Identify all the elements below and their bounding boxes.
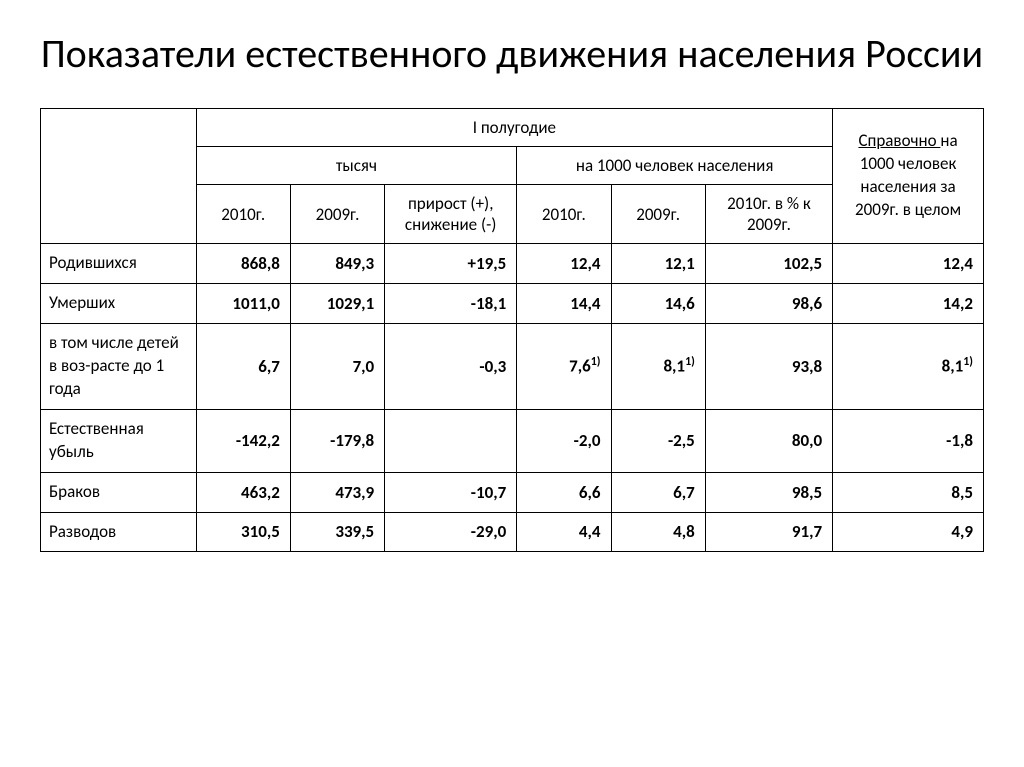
cell: 14,6 (611, 283, 705, 323)
sup: 1) (685, 355, 695, 369)
sup: 1) (963, 355, 973, 369)
cell: 12,4 (833, 244, 984, 284)
table-row: Естественная убыль -142,2 -179,8 -2,0 -2… (41, 409, 984, 472)
cell: -142,2 (196, 409, 290, 472)
cell: -10,7 (385, 472, 517, 512)
cell-infant-ref: 8,11) (833, 323, 984, 409)
cell-infant-p2009: 8,11) (611, 323, 705, 409)
cell: 6,6 (517, 472, 611, 512)
cell: 14,2 (833, 283, 984, 323)
cell: 339,5 (290, 512, 384, 552)
hdr-growth: прирост (+), снижение (-) (385, 185, 517, 244)
cell: 93,8 (705, 323, 832, 409)
cell: -18,1 (385, 283, 517, 323)
cell: 91,7 (705, 512, 832, 552)
sup: 1) (591, 355, 601, 369)
cell: -1,8 (833, 409, 984, 472)
hdr-pct: 2010г. в % к 2009г. (705, 185, 832, 244)
row-label-divorces: Разводов (41, 512, 197, 552)
hdr-t2009: 2009г. (290, 185, 384, 244)
cell: 14,4 (517, 283, 611, 323)
cell: 463,2 (196, 472, 290, 512)
hdr-thousands: тысяч (196, 147, 517, 185)
cell: -2,0 (517, 409, 611, 472)
cell: 80,0 (705, 409, 832, 472)
row-label-births: Родившихся (41, 244, 197, 284)
cell: 4,9 (833, 512, 984, 552)
cell: 7,0 (290, 323, 384, 409)
hdr-t2010: 2010г. (196, 185, 290, 244)
corner-blank (41, 109, 197, 244)
cell (385, 409, 517, 472)
table-row: Умерших 1011,0 1029,1 -18,1 14,4 14,6 98… (41, 283, 984, 323)
cell: -2,5 (611, 409, 705, 472)
cell: 8,5 (833, 472, 984, 512)
row-label-infant: в том числе детей в воз-расте до 1 года (41, 323, 197, 409)
val: 7,6 (569, 356, 591, 377)
table-row: Браков 463,2 473,9 -10,7 6,6 6,7 98,5 8,… (41, 472, 984, 512)
cell: 4,8 (611, 512, 705, 552)
cell: 1011,0 (196, 283, 290, 323)
cell: 98,5 (705, 472, 832, 512)
cell: -0,3 (385, 323, 517, 409)
row-label-marriages: Браков (41, 472, 197, 512)
cell: -179,8 (290, 409, 384, 472)
cell: +19,5 (385, 244, 517, 284)
cell: 310,5 (196, 512, 290, 552)
cell: 102,5 (705, 244, 832, 284)
cell: 473,9 (290, 472, 384, 512)
cell: 12,4 (517, 244, 611, 284)
table-row: в том числе детей в воз-расте до 1 года … (41, 323, 984, 409)
cell: -29,0 (385, 512, 517, 552)
row-label-deaths: Умерших (41, 283, 197, 323)
hdr-half-year: I полугодие (196, 109, 833, 147)
table-row: Родившихся 868,8 849,3 +19,5 12,4 12,1 1… (41, 244, 984, 284)
page-title: Показатели естественного движения населе… (40, 30, 984, 78)
data-table: I полугодие Справочно на 1000 человек на… (40, 108, 984, 552)
val: 8,1 (663, 356, 685, 377)
hdr-p2010: 2010г. (517, 185, 611, 244)
hdr-reference: Справочно на 1000 человек населения за 2… (833, 109, 984, 244)
cell: 6,7 (196, 323, 290, 409)
val: 8,1 (942, 356, 964, 377)
cell: 6,7 (611, 472, 705, 512)
row-label-natural-loss: Естественная убыль (41, 409, 197, 472)
ref-underline: Справочно (858, 130, 940, 151)
cell: 4,4 (517, 512, 611, 552)
table-row: Разводов 310,5 339,5 -29,0 4,4 4,8 91,7 … (41, 512, 984, 552)
cell: 868,8 (196, 244, 290, 284)
cell: 98,6 (705, 283, 832, 323)
cell: 1029,1 (290, 283, 384, 323)
cell: 849,3 (290, 244, 384, 284)
cell-infant-p2010: 7,61) (517, 323, 611, 409)
hdr-per-1000: на 1000 человек населения (517, 147, 833, 185)
hdr-p2009: 2009г. (611, 185, 705, 244)
cell: 12,1 (611, 244, 705, 284)
header-row-1: I полугодие Справочно на 1000 человек на… (41, 109, 984, 147)
